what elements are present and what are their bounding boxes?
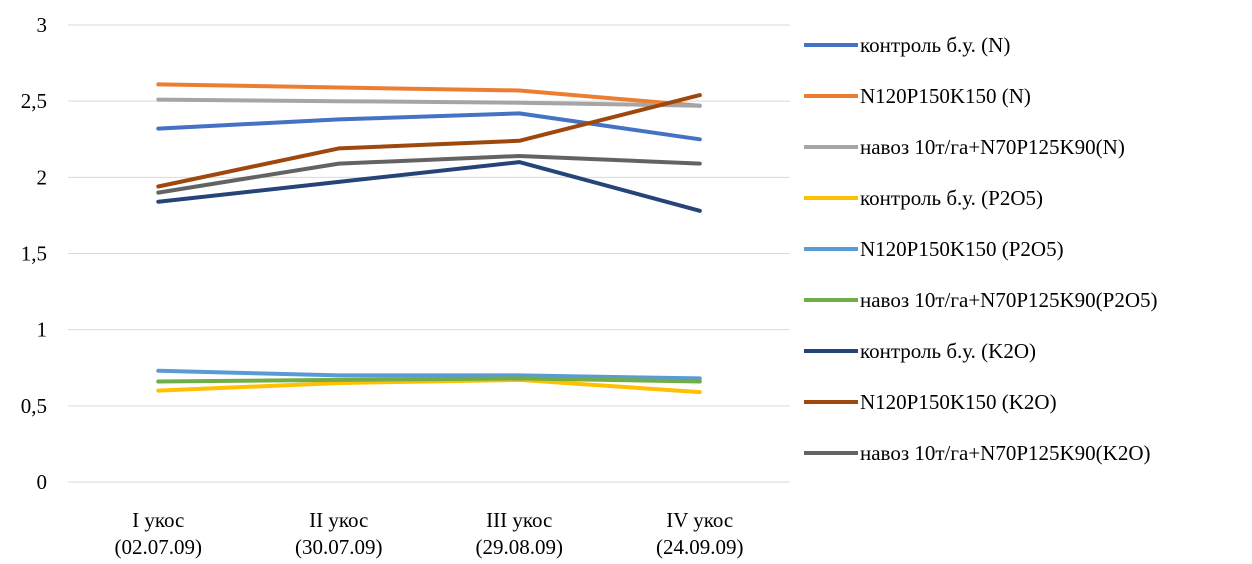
- legend-label: навоз 10т/га+N70P125K90(N): [860, 135, 1125, 159]
- y-tick-label: 1: [37, 318, 48, 342]
- axes: 0 0,5 1 1,5 2 2,5 3 I укос (02.07.09) II укос (30.…: [21, 13, 790, 559]
- x-tick-label: IV укос: [666, 508, 733, 532]
- legend-label: контроль б.у. (N): [860, 33, 1010, 57]
- x-tick-label: (29.08.09): [476, 535, 564, 559]
- series-lines: [156, 82, 702, 395]
- legend-label: N120P150K150 (P2O5): [860, 237, 1064, 261]
- series-line: [156, 82, 702, 108]
- legend-label: N120P150K150 (N): [860, 84, 1031, 108]
- y-tick-label: 0,5: [21, 394, 47, 418]
- y-tick-label: 2: [37, 165, 48, 189]
- legend-label: контроль б.у. (K2O): [860, 339, 1036, 363]
- x-tick-label: (02.07.09): [115, 535, 203, 559]
- y-tick-label: 2,5: [21, 89, 47, 113]
- legend: контроль б.у. (N) N120P150K150 (N) навоз 1…: [804, 33, 1158, 465]
- series-line: [156, 154, 702, 195]
- series-line: [156, 93, 702, 189]
- series-line: [156, 368, 702, 381]
- x-tick-label: II укос: [309, 508, 368, 532]
- legend-label: контроль б.у. (P2O5): [860, 186, 1043, 210]
- series-line: [156, 377, 702, 395]
- y-tick-label: 3: [37, 13, 48, 37]
- x-tick-label: III укос: [486, 508, 552, 532]
- legend-label: N120P150K150 (K2O): [860, 390, 1057, 414]
- gridlines: [68, 24, 790, 407]
- series-line: [156, 111, 702, 142]
- y-tick-label: 0: [37, 470, 48, 494]
- x-tick-label: (30.07.09): [295, 535, 383, 559]
- legend-label: навоз 10т/га+N70P125K90(P2O5): [860, 288, 1158, 312]
- legend-label: навоз 10т/га+N70P125K90(K2O): [860, 441, 1151, 465]
- series-line: [156, 160, 702, 213]
- series-line: [156, 376, 702, 384]
- series-line: [156, 97, 702, 108]
- x-tick-label: I укос: [132, 508, 184, 532]
- y-tick-label: 1,5: [21, 242, 47, 266]
- x-tick-label: (24.09.09): [656, 535, 744, 559]
